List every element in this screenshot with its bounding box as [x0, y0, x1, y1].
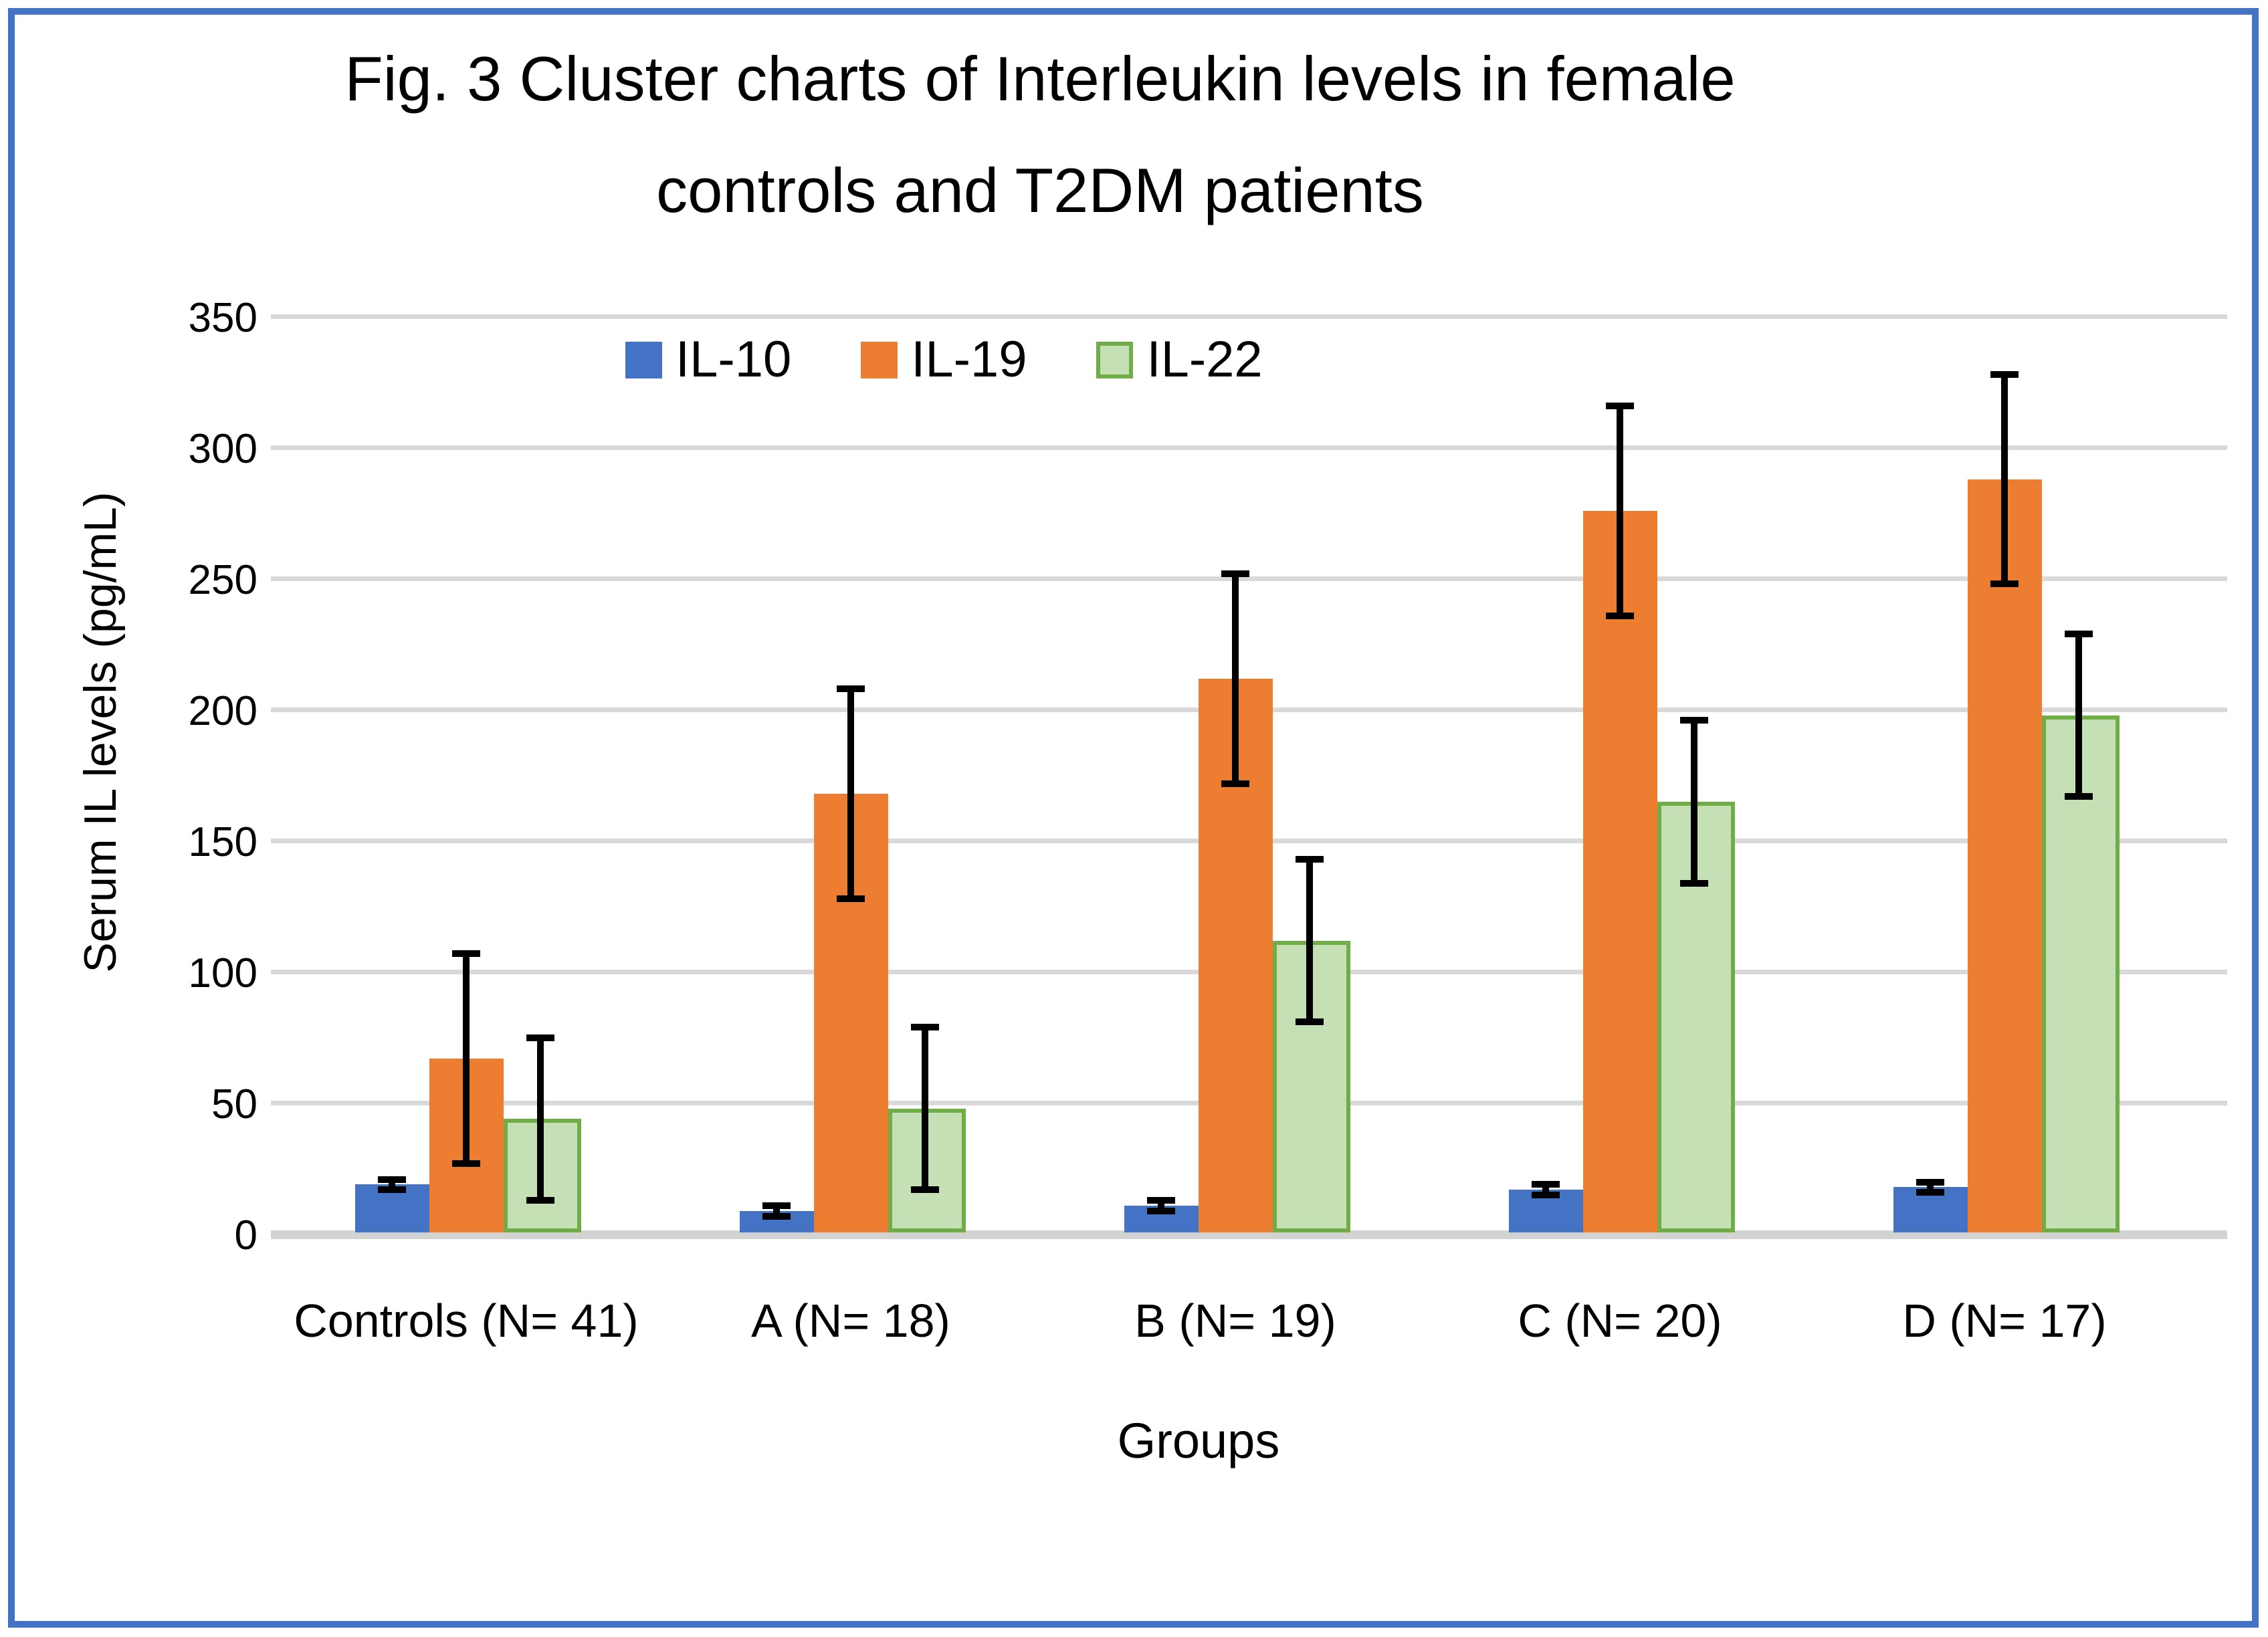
chart-title: Fig. 3 Cluster charts of Interleukin lev…: [254, 23, 1826, 247]
gridline: [271, 445, 2227, 451]
error-bar-il-19-group3: [1232, 573, 1239, 784]
legend-label-il-10: IL-10: [676, 331, 792, 388]
error-bar-il-10-group4: [1542, 1184, 1549, 1196]
gridline: [271, 314, 2227, 319]
error-bar-il-10-group3: [1158, 1200, 1164, 1211]
error-bar-cap-bottom-il-19-group4: [1606, 612, 1634, 619]
error-bar-cap-bottom-il-22-group2: [911, 1186, 939, 1194]
gridline: [271, 576, 2227, 582]
error-bar-il-22-group4: [1691, 720, 1697, 883]
x-category-label: B (N= 19): [1134, 1295, 1336, 1347]
error-bar-il-22-group1: [537, 1037, 544, 1201]
error-bar-il-22-group5: [2075, 633, 2082, 797]
error-bar-cap-top-il-19-group5: [1990, 370, 2019, 378]
error-bar-cap-bottom-il-10-group4: [1532, 1192, 1560, 1199]
error-bar-cap-bottom-il-10-group2: [762, 1212, 791, 1220]
legend-label-il-19: IL-19: [911, 331, 1027, 388]
y-tick-label: 100: [188, 950, 257, 996]
error-bar-cap-top-il-22-group2: [911, 1024, 939, 1031]
error-bar-cap-bottom-il-22-group4: [1680, 879, 1708, 887]
x-category-label: A (N= 18): [751, 1295, 950, 1347]
error-bar-cap-top-il-10-group2: [762, 1202, 791, 1209]
x-category-label: D (N= 17): [1902, 1295, 2107, 1347]
error-bar-cap-bottom-il-19-group2: [837, 895, 865, 903]
chart-title-line1: Fig. 3 Cluster charts of Interleukin lev…: [344, 43, 1736, 114]
error-bar-cap-top-il-10-group1: [378, 1176, 406, 1183]
error-bar-il-19-group1: [463, 954, 470, 1164]
error-bar-cap-bottom-il-19-group5: [1990, 580, 2019, 588]
bar-il-19-group4: [1582, 510, 1657, 1232]
error-bar-cap-top-il-22-group1: [526, 1034, 554, 1041]
error-bar-il-22-group3: [1306, 859, 1313, 1022]
legend-swatch-il-10: [625, 341, 662, 378]
bar-il-22-group5: [2041, 715, 2120, 1232]
y-tick-label: 150: [188, 818, 257, 865]
x-category-label: C (N= 20): [1518, 1295, 1722, 1347]
error-bar-cap-top-il-22-group3: [1296, 856, 1324, 863]
chart-frame-border: [8, 8, 2259, 1628]
error-bar-cap-bottom-il-10-group5: [1916, 1189, 1944, 1196]
error-bar-cap-top-il-19-group4: [1606, 402, 1634, 409]
error-bar-cap-bottom-il-10-group1: [378, 1186, 406, 1194]
error-bar-cap-top-il-22-group5: [2065, 630, 2093, 637]
bar-il-19-group5: [1967, 479, 2042, 1232]
error-bar-cap-bottom-il-22-group3: [1296, 1018, 1324, 1026]
legend: IL-10 IL-19 IL-22: [625, 334, 1263, 385]
y-tick-label: 350: [188, 294, 257, 341]
error-bar-cap-bottom-il-19-group3: [1221, 780, 1249, 787]
x-axis-title: Groups: [1117, 1413, 1280, 1468]
error-bar-il-19-group4: [1617, 405, 1623, 616]
error-bar-il-10-group2: [773, 1205, 780, 1216]
error-bar-cap-top-il-10-group5: [1916, 1178, 1944, 1186]
error-bar-cap-top-il-10-group4: [1532, 1181, 1560, 1188]
error-bar-cap-top-il-19-group2: [837, 685, 865, 693]
x-category-label: Controls (N= 41): [294, 1295, 639, 1347]
legend-swatch-il-19: [861, 341, 898, 378]
y-tick-label: 300: [188, 425, 257, 472]
legend-swatch-il-22: [1096, 341, 1134, 378]
error-bar-il-10-group1: [389, 1179, 395, 1190]
legend-item-il-19: IL-19: [861, 334, 1027, 385]
legend-item-il-22: IL-22: [1096, 331, 1263, 388]
y-tick-label: 250: [188, 556, 257, 603]
legend-label-il-22: IL-22: [1146, 331, 1263, 388]
chart-title-line2: controls and T2DM patients: [656, 155, 1424, 226]
error-bar-il-19-group2: [847, 689, 854, 899]
y-tick-label: 0: [234, 1212, 257, 1259]
error-bar-il-10-group5: [1927, 1182, 1934, 1193]
error-bar-cap-top-il-19-group1: [452, 950, 480, 958]
error-bar-cap-top-il-19-group3: [1221, 570, 1249, 577]
error-bar-il-22-group2: [922, 1027, 928, 1190]
y-tick-label: 200: [188, 687, 257, 734]
error-bar-cap-bottom-il-22-group5: [2065, 793, 2093, 800]
legend-item-il-10: IL-10: [625, 334, 791, 385]
error-bar-cap-top-il-10-group3: [1147, 1197, 1175, 1204]
error-bar-cap-top-il-22-group4: [1680, 717, 1708, 724]
error-bar-cap-bottom-il-19-group1: [452, 1160, 480, 1168]
error-bar-cap-bottom-il-22-group1: [526, 1197, 554, 1204]
y-tick-label: 50: [211, 1081, 257, 1127]
error-bar-il-19-group5: [2001, 374, 2008, 584]
error-bar-cap-bottom-il-10-group3: [1147, 1207, 1175, 1214]
